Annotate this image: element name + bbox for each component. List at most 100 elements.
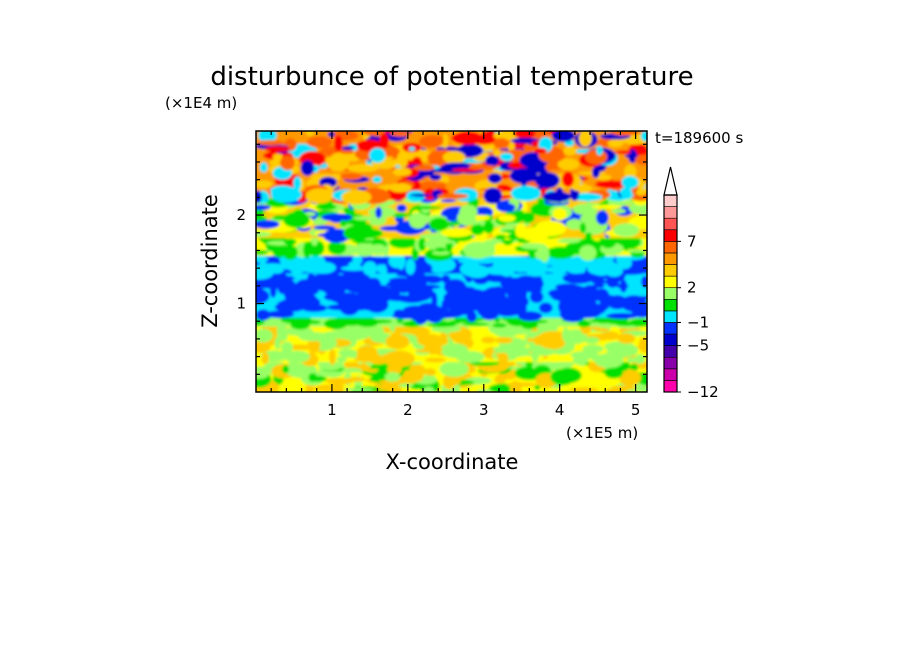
contour-blob — [393, 309, 406, 316]
contour-blob — [370, 222, 379, 226]
contour-blob — [368, 206, 397, 218]
contour-blob — [277, 281, 288, 295]
contour-blob — [552, 207, 567, 221]
contour-blob — [282, 244, 298, 260]
contour-blob — [408, 212, 427, 229]
contour-blob — [491, 286, 505, 303]
contour-blob — [555, 367, 582, 384]
contour-blob — [492, 346, 510, 352]
contour-blob — [594, 353, 624, 369]
contour-blob — [432, 250, 450, 256]
contour-blob — [327, 240, 347, 255]
contour-blob — [379, 132, 389, 149]
contour-blob — [517, 311, 543, 322]
colorbar-level — [663, 310, 678, 323]
contour-blob — [256, 180, 273, 189]
contour-blob — [293, 256, 309, 273]
contour-blob — [513, 131, 536, 139]
contour-blob — [429, 174, 442, 181]
contour-blob — [425, 276, 442, 284]
contour-blob — [256, 220, 280, 229]
contour-blob — [388, 183, 412, 193]
contour-blob — [626, 249, 647, 253]
contour-blob — [497, 352, 509, 364]
time-label: t=189600 s — [655, 129, 743, 147]
contour-blob — [313, 384, 343, 392]
contour-blob — [430, 309, 463, 319]
contour-blob — [343, 387, 374, 392]
contour-blob — [595, 174, 612, 181]
contour-blob — [533, 147, 547, 154]
contour-blob — [410, 193, 431, 197]
contour-blob — [347, 164, 379, 173]
contour-blob — [442, 373, 456, 390]
contour-blob — [418, 237, 427, 252]
contour-blob — [636, 301, 645, 308]
contour-blob — [520, 320, 539, 330]
contour-blob — [274, 275, 298, 280]
contour-blob — [424, 368, 436, 376]
contour-blob — [259, 162, 268, 173]
colorbar-level — [663, 380, 678, 393]
contour-blob — [572, 184, 593, 192]
contour-blob — [283, 211, 310, 229]
contour-blob — [402, 370, 414, 385]
contour-blob — [307, 337, 321, 354]
contour-blob — [499, 152, 514, 161]
contour-blob — [611, 208, 626, 214]
contour-blob — [495, 336, 513, 344]
contour-blob — [442, 150, 466, 164]
contour-blob — [594, 327, 610, 332]
contour-blob — [302, 262, 326, 267]
contour-blob — [343, 277, 375, 294]
contour-blob — [277, 300, 310, 305]
contour-blob — [500, 277, 529, 290]
contour-blob — [396, 254, 406, 270]
colorbar: −12−5−127 — [663, 166, 719, 401]
contour-blob — [317, 285, 338, 292]
contour-blob — [362, 131, 386, 136]
contour-blob — [256, 204, 271, 211]
y-tick-label: 1 — [236, 295, 246, 313]
contour-blob — [430, 325, 462, 333]
y-axis-label: Z-coordinate — [198, 194, 222, 328]
contour-blob — [370, 244, 387, 255]
y-tick-label: 2 — [236, 206, 246, 224]
contour-blob — [459, 204, 478, 219]
contour-blob — [256, 369, 269, 379]
contour-blob — [471, 135, 498, 145]
contour-blob — [564, 284, 585, 293]
contour-blob — [578, 353, 586, 367]
contour-blob — [427, 154, 442, 166]
contour-blob — [293, 176, 302, 191]
contour-blob — [306, 136, 333, 148]
x-tick-label: 4 — [555, 401, 565, 419]
colorbar-label: −1 — [687, 313, 709, 331]
contour-blob — [604, 367, 624, 379]
x-multiplier-label: (×1E5 m) — [566, 424, 638, 442]
contour-blob — [283, 238, 297, 246]
contour-blob — [494, 374, 506, 384]
contour-blob — [578, 131, 592, 147]
contour-blob — [389, 131, 412, 137]
contour-blob — [264, 146, 291, 152]
x-tick-label: 2 — [403, 401, 413, 419]
contour-blob — [538, 302, 553, 314]
contour-blob — [624, 153, 639, 158]
contour-blob — [313, 225, 336, 231]
contour-blob — [348, 261, 361, 271]
contour-blob — [336, 356, 347, 363]
contour-blob — [298, 332, 329, 342]
contour-blob — [441, 133, 449, 149]
contour-blob — [584, 336, 600, 345]
contour-blob — [619, 369, 641, 386]
contour-blob — [526, 337, 535, 342]
contour-blob — [265, 310, 295, 319]
colorbar-level — [663, 356, 678, 370]
contour-blob — [405, 258, 416, 275]
contour-blob — [315, 204, 337, 211]
contour-blob — [460, 261, 482, 277]
contour-blob — [282, 365, 289, 374]
axes: 1 2 3 4 5 1 2 — [236, 131, 647, 419]
contour-blob — [417, 335, 449, 347]
